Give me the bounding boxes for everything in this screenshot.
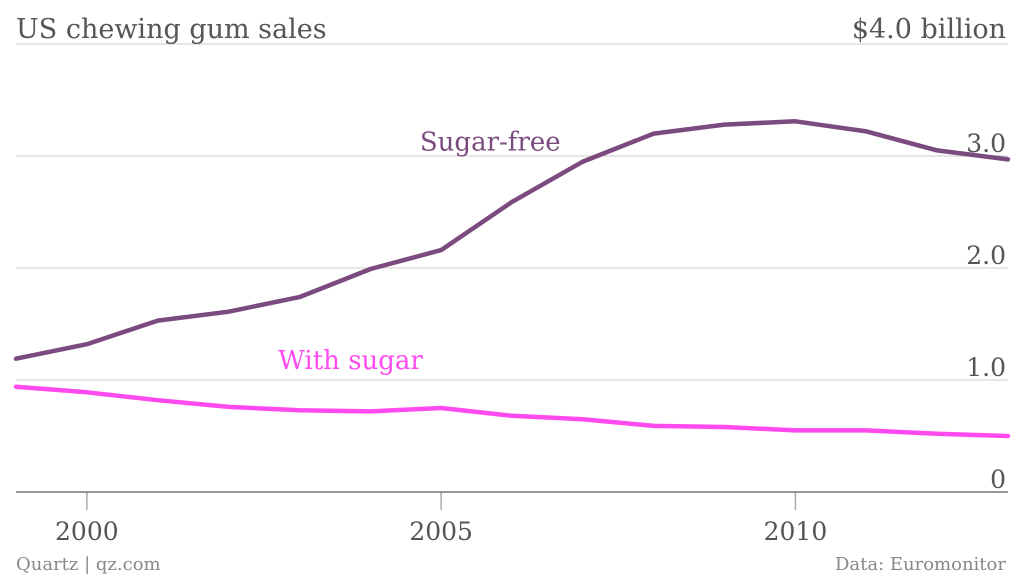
chart-title: US chewing gum sales <box>16 14 327 45</box>
y-tick-label: 0 <box>990 465 1006 494</box>
y-tick-label: 2.0 <box>966 241 1006 270</box>
x-tick-label: 2005 <box>409 517 473 546</box>
series-labels: Sugar-free With sugar <box>278 127 560 375</box>
x-tick-label: 2000 <box>55 517 119 546</box>
series-label-sugar-free: Sugar-free <box>420 127 561 157</box>
source-text: Data: Euromonitor <box>835 554 1006 575</box>
credit-text: Quartz | qz.com <box>16 554 161 575</box>
series-line-sugar-free <box>13 119 1011 361</box>
series-line-with-sugar <box>13 384 1011 439</box>
series-lines <box>13 119 1011 439</box>
y-tick-label: 3.0 <box>966 129 1006 158</box>
y-unit-label: $4.0 billion <box>852 14 1006 45</box>
gridlines <box>16 43 1008 381</box>
x-tick-label: 2010 <box>764 517 828 546</box>
series-label-with-sugar: With sugar <box>278 346 423 376</box>
x-ticks: 2000 2005 2010 <box>55 492 827 546</box>
y-tick-label: 1.0 <box>966 353 1006 382</box>
y-tick-labels: 0 1.0 2.0 3.0 <box>966 129 1006 494</box>
